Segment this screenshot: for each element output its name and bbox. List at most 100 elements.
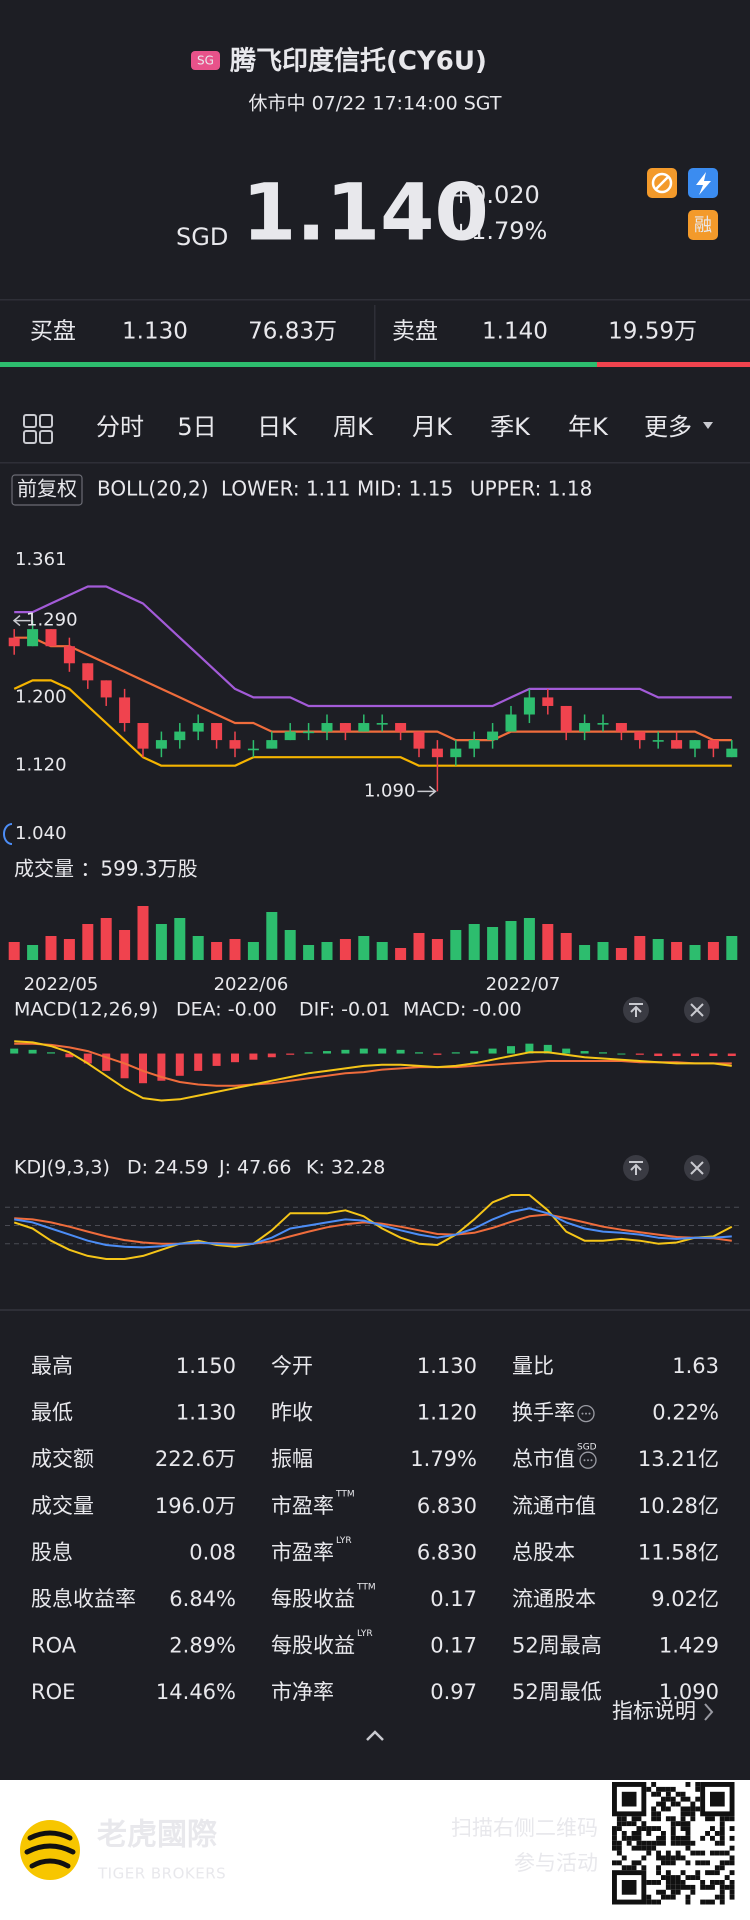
candle-body [247,748,259,751]
info-dot [583,1459,586,1462]
stat-value: 0.97 [430,1680,477,1704]
qr-module [661,1796,666,1802]
currency: SGD [176,223,228,251]
stat-value: 9.02亿 [651,1587,719,1611]
qr-module [719,1821,725,1827]
qr-module [690,1801,696,1807]
adjust-box[interactable] [11,474,83,506]
price: 1.140 [242,168,489,258]
qr-finder-core [621,1880,637,1895]
macd-title: MACD(12,26,9) [14,999,158,1021]
volume-title: 成交量 ：599.3万股 [14,857,198,881]
volume-bar [560,933,572,960]
qr-module [670,1801,676,1807]
candle-body [468,740,480,749]
macd-bar [175,1053,184,1076]
candle-body [174,731,186,741]
candle-body [339,723,351,732]
ask-price: 1.140 [482,319,548,345]
qr-module [680,1806,686,1812]
period-tab[interactable]: 年K [568,413,609,441]
volume-bar [468,924,480,960]
divider [0,1309,750,1311]
qr-module [612,1835,617,1841]
candle-body [45,629,57,647]
qr-module [714,1865,720,1871]
qr-module [621,1865,627,1871]
layout-icon-cell [39,430,53,444]
y-tick-label: 1.040 [15,823,67,844]
stat-value: 0.08 [189,1540,236,1564]
qr-module [661,1806,666,1812]
candle-body [82,663,94,681]
macd-bar [249,1053,258,1060]
date-label: 2022/05 [24,974,99,995]
date-label: 2022/06 [214,974,289,995]
qr-module [616,1826,622,1831]
qr-module [719,1831,725,1836]
qr-module [680,1821,686,1827]
qr-module [685,1811,691,1817]
divider [0,462,750,464]
qr-module [636,1826,642,1831]
period-tab[interactable]: 日K [257,413,298,441]
qr-module [714,1840,720,1846]
qr-module [656,1816,661,1822]
period-tab[interactable]: 5日 [177,413,216,441]
qr-module [616,1840,622,1846]
info-dot [588,1412,591,1415]
qr-module [714,1870,720,1876]
qr-module [621,1855,627,1861]
info-icon[interactable] [577,1404,595,1423]
qr-module [705,1899,710,1905]
volume-bar [358,936,370,960]
qr-module [675,1889,681,1895]
qr-module [675,1801,681,1807]
period-tab[interactable]: 周K [333,413,374,441]
qr-module [719,1816,725,1822]
qr-module [665,1880,671,1885]
qr-module [710,1870,715,1876]
y-tick-label: 1.200 [15,686,67,707]
divider [0,299,750,301]
period-tab[interactable]: 季K [490,413,531,441]
stat-value: 6.830 [417,1494,477,1518]
qr-module [695,1875,701,1880]
stat-value: 6.84% [169,1587,236,1611]
bid-price: 1.130 [122,319,188,345]
candle-body [523,697,535,715]
qr-module [636,1831,642,1836]
qr-module [616,1850,622,1856]
info-icon[interactable] [579,1451,597,1469]
period-tab[interactable]: 更多 [644,413,692,441]
qr-module [626,1835,632,1841]
macd-bar [415,1052,423,1054]
volume-bar [376,942,388,960]
indicator-help-link[interactable]: 指标说明 [612,1699,696,1723]
collapse-chevron[interactable] [366,1730,384,1741]
macd-bar [65,1053,74,1058]
macd-bar [212,1053,221,1066]
candle-body [652,740,664,742]
qr-module [656,1835,661,1841]
qr-module [616,1821,622,1827]
qr-module [729,1855,735,1861]
qr-module [665,1875,671,1880]
change-percent: +1.79% [451,217,547,245]
period-tab[interactable]: 月K [412,413,453,441]
qr-module [636,1860,642,1866]
period-tab[interactable]: 分时 [96,413,144,441]
qr-module [651,1791,657,1797]
indicator-line [14,1207,732,1249]
stat-value: 6.830 [417,1540,477,1564]
macd-bar [120,1053,129,1079]
qr-module [651,1840,657,1846]
qr-module [670,1796,676,1802]
qr-module [670,1889,676,1895]
macd-bar [157,1053,166,1081]
qr-module [661,1831,666,1836]
qr-module [670,1880,676,1885]
qr-module [729,1894,735,1900]
icon-margin[interactable] [688,210,718,240]
stat-value: 0.17 [430,1634,477,1658]
